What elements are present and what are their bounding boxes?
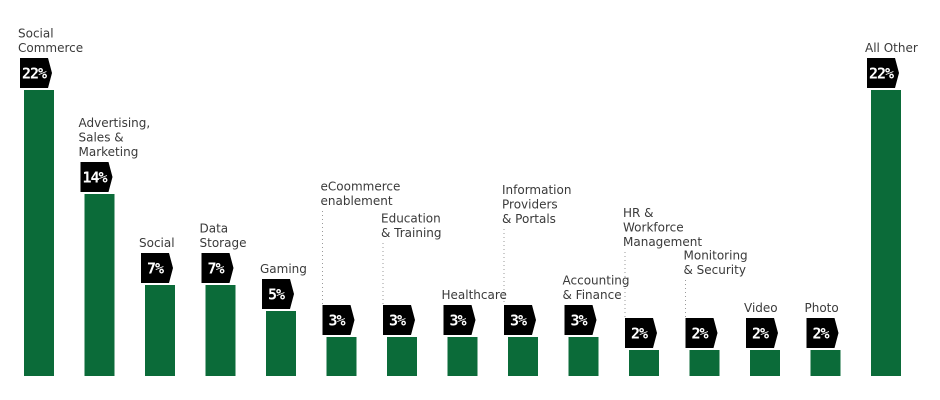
category-label-data-storage: Data Storage	[200, 222, 247, 251]
category-label-line: Education	[381, 212, 441, 226]
bar-data-storage	[205, 285, 236, 376]
category-label-line: Social	[139, 236, 175, 250]
category-label-line: Data	[200, 222, 229, 236]
category-label-line: Healthcare	[442, 288, 507, 302]
category-label-line: HR &	[623, 206, 654, 220]
badge-gaming	[262, 279, 294, 309]
category-label-hr-workforce-management: HR & Workforce Management	[623, 206, 702, 249]
bar-gaming	[266, 311, 296, 376]
category-label-line: enablement	[321, 194, 393, 208]
value-label-healthcare: 3%	[449, 312, 466, 330]
badge-information-providers-portals	[504, 305, 536, 335]
badge-all-other	[867, 58, 899, 88]
value-badges: 22% 14% 7% 7% 5% 3% 3% 3% 3% 3% 2% 2% 2% 2% 22%	[20, 58, 899, 348]
value-label-all-other: 22%	[869, 65, 894, 83]
category-label-line: Gaming	[260, 262, 307, 276]
category-label-monitoring-security: Monitoring & Security	[684, 249, 748, 278]
bar-advertising-sales-marketing	[84, 194, 115, 376]
category-label-social-commerce: Social Commerce	[18, 27, 83, 56]
bars-group	[24, 90, 901, 376]
value-label-gaming: 5%	[268, 286, 285, 304]
bar-video	[750, 350, 780, 376]
category-label-line: Social	[18, 27, 54, 41]
category-label-ecoommerce-enablement: eCoommerce enablement	[321, 180, 401, 209]
bar-social-commerce	[24, 90, 54, 376]
value-label-social: 7%	[147, 260, 164, 278]
value-label-education-training: 3%	[389, 312, 406, 330]
category-label-line: & Training	[381, 226, 442, 240]
bar-education-training	[387, 337, 417, 376]
category-label-line: Video	[744, 301, 778, 315]
bar-information-providers-portals	[508, 337, 538, 376]
value-label-photo: 2%	[812, 325, 829, 343]
category-label-line: eCoommerce	[321, 180, 401, 194]
value-label-monitoring-security: 2%	[691, 325, 708, 343]
category-label-line: Accounting	[563, 274, 630, 288]
badge-social	[141, 253, 173, 283]
badge-accounting-finance	[564, 305, 597, 335]
value-label-ecoommerce-enablement: 3%	[328, 312, 345, 330]
category-label-line: Management	[623, 235, 702, 249]
bar-monitoring-security	[689, 350, 720, 376]
bar-photo	[810, 350, 841, 376]
category-label-line: & Security	[684, 263, 746, 277]
category-label-accounting-finance: Accounting & Finance	[563, 274, 630, 303]
value-label-hr-workforce-management: 2%	[631, 325, 648, 343]
leader-lines	[322, 211, 686, 318]
category-label-line: Providers	[502, 198, 558, 212]
category-label-information-providers-portals: Information Providers & Portals	[502, 183, 571, 226]
category-label-line: Photo	[805, 301, 839, 315]
badge-monitoring-security	[685, 318, 718, 348]
bar-ecoommerce-enablement	[326, 337, 357, 376]
category-label-line: & Finance	[563, 288, 622, 302]
category-label-advertising-sales-marketing: Advertising, Sales & Marketing	[79, 116, 151, 159]
category-label-line: Advertising,	[79, 116, 151, 130]
badge-data-storage	[201, 253, 234, 283]
badge-hr-workforce-management	[625, 318, 657, 348]
category-label-line: Sales &	[79, 131, 124, 145]
value-label-social-commerce: 22%	[22, 65, 47, 83]
category-label-education-training: Education & Training	[381, 212, 442, 241]
badge-healthcare	[443, 305, 476, 335]
category-label-line: Information	[502, 183, 571, 197]
badge-social-commerce	[20, 58, 52, 88]
category-label-line: & Portals	[502, 212, 556, 226]
category-label-gaming: Gaming	[260, 262, 307, 276]
category-label-photo: Photo	[805, 301, 839, 315]
bar-social	[145, 285, 175, 376]
value-label-data-storage: 7%	[207, 260, 224, 278]
badge-advertising-sales-marketing	[80, 162, 113, 192]
bar-hr-workforce-management	[629, 350, 659, 376]
category-label-line: Commerce	[18, 41, 83, 55]
bar-all-other	[871, 90, 901, 376]
badge-education-training	[383, 305, 415, 335]
category-label-line: Monitoring	[684, 249, 748, 263]
badge-ecoommerce-enablement	[322, 305, 355, 335]
category-label-line: Storage	[200, 236, 247, 250]
value-label-accounting-finance: 3%	[570, 312, 587, 330]
value-label-advertising-sales-marketing: 14%	[82, 169, 107, 187]
value-label-video: 2%	[752, 325, 769, 343]
category-label-video: Video	[744, 301, 778, 315]
bar-healthcare	[447, 337, 478, 376]
category-label-all-other: All Other	[865, 41, 918, 55]
category-label-social: Social	[139, 236, 175, 250]
category-label-line: Workforce	[623, 221, 684, 235]
value-label-information-providers-portals: 3%	[510, 312, 527, 330]
category-label-healthcare: Healthcare	[442, 288, 507, 302]
badge-photo	[806, 318, 839, 348]
badge-video	[746, 318, 778, 348]
bar-accounting-finance	[568, 337, 599, 376]
category-label-line: All Other	[865, 41, 918, 55]
category-label-line: Marketing	[79, 145, 139, 159]
